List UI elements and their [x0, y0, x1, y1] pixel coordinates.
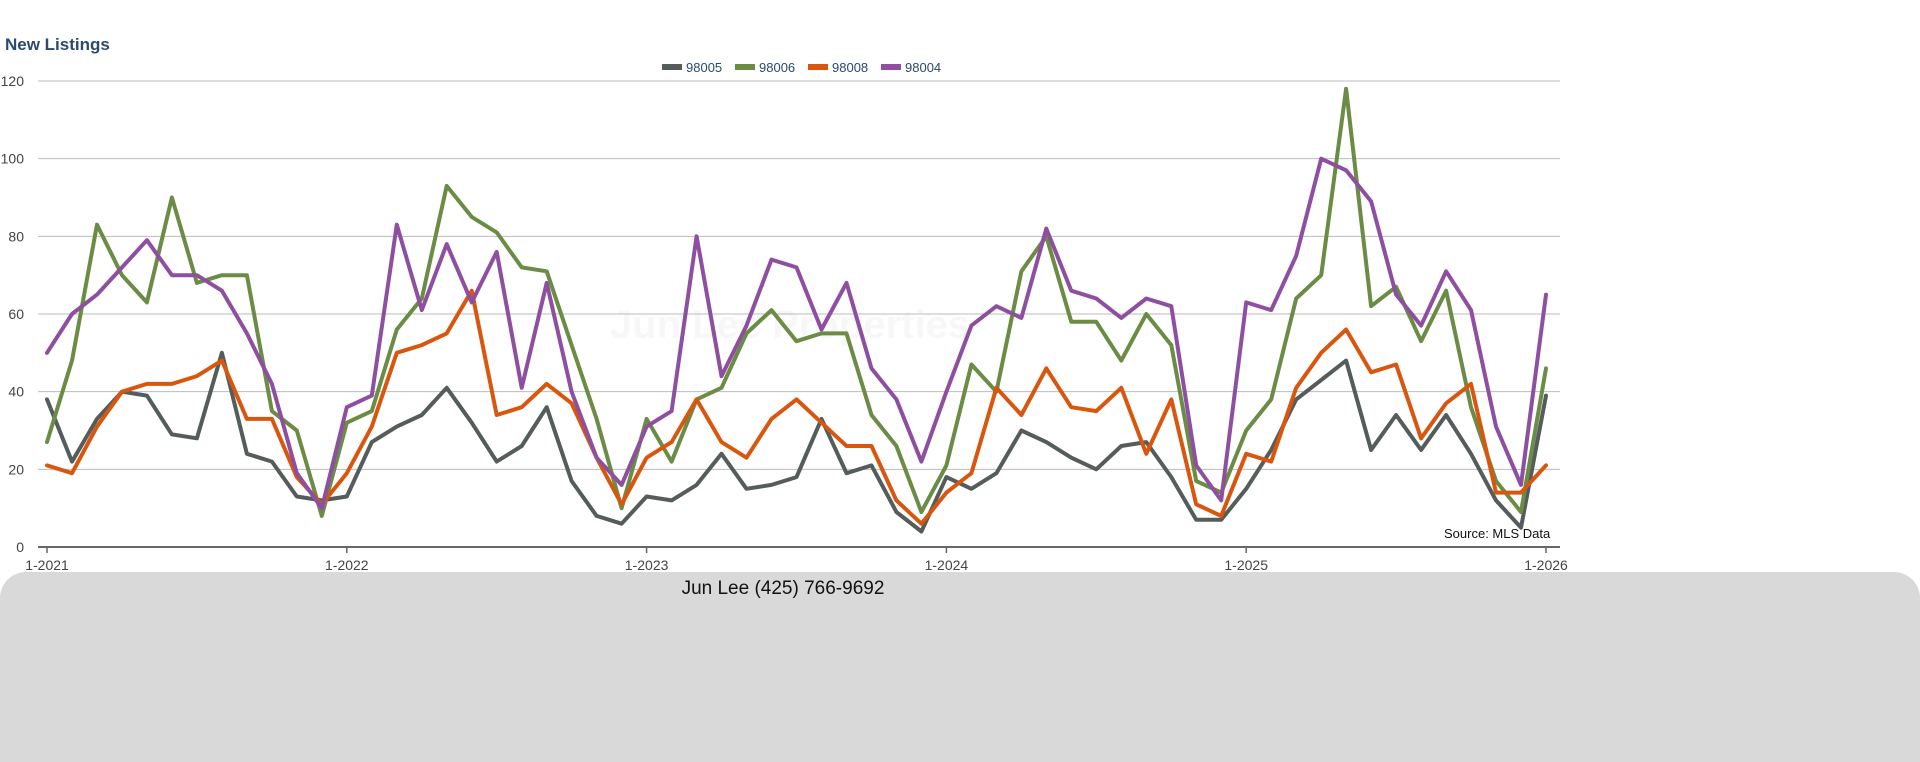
- series-line-98008: [45, 288, 1548, 526]
- legend-swatch-98008: [808, 64, 828, 70]
- series-line-98006: [45, 86, 1548, 518]
- footer-bar: [0, 572, 1920, 762]
- y-tick-label: 20: [8, 461, 24, 477]
- x-tick-label: 1-2026: [1524, 557, 1568, 573]
- y-tick-label: 100: [1, 151, 25, 167]
- legend-swatch-98004: [881, 64, 901, 70]
- legend-swatch-98005: [662, 64, 682, 70]
- x-tick-label: 1-2022: [325, 557, 369, 573]
- y-tick-label: 60: [8, 306, 24, 322]
- footer-contact: Jun Lee (425) 766-9692: [681, 578, 885, 599]
- source-note: Source: MLS Data: [1444, 526, 1551, 541]
- legend-label-98005: 98005: [686, 60, 722, 75]
- y-tick-label: 0: [16, 539, 24, 555]
- y-tick-label: 120: [1, 73, 25, 89]
- legend-swatch-98006: [735, 64, 755, 70]
- x-tick-label: 1-2024: [925, 557, 969, 573]
- x-tick-label: 1-2025: [1224, 557, 1268, 573]
- legend-label-98008: 98008: [832, 60, 868, 75]
- x-tick-label: 1-2021: [25, 557, 69, 573]
- chart-title: New Listings: [5, 35, 110, 54]
- watermark: Jun Lee Properties: [610, 303, 970, 347]
- y-tick-label: 80: [8, 228, 24, 244]
- y-tick-label: 40: [8, 384, 24, 400]
- legend-label-98006: 98006: [759, 60, 795, 75]
- x-tick-label: 1-2023: [625, 557, 669, 573]
- legend-label-98004: 98004: [905, 60, 941, 75]
- series-line-98004: [45, 156, 1548, 511]
- series-line-98005: [45, 350, 1548, 534]
